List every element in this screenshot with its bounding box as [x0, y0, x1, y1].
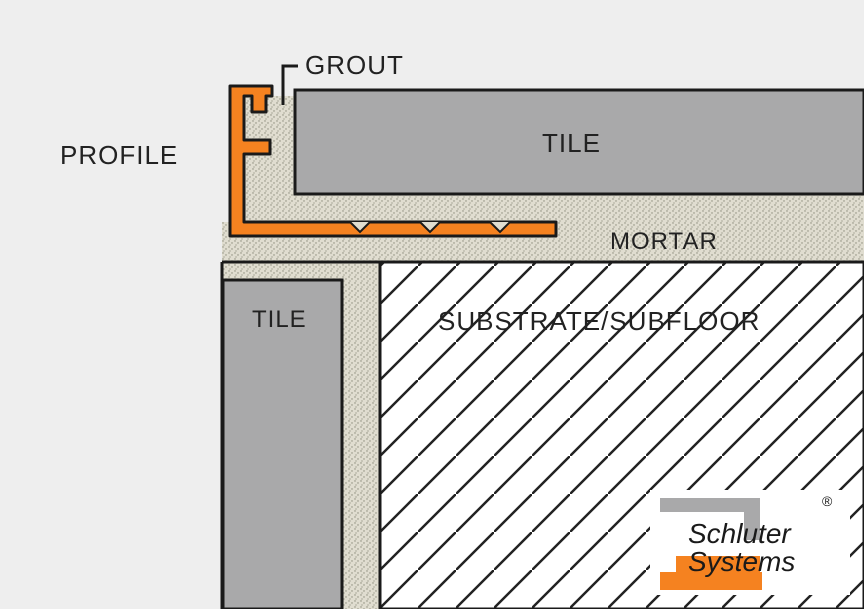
diagram-canvas: Schluter Systems ®: [0, 0, 864, 609]
label-grout: GROUT: [305, 50, 404, 81]
svg-text:®: ®: [822, 493, 833, 509]
svg-text:Schluter: Schluter: [688, 518, 792, 549]
label-tile-top: TILE: [542, 128, 601, 159]
label-profile: PROFILE: [60, 140, 178, 171]
svg-text:Systems: Systems: [688, 546, 795, 577]
label-substrate: SUBSTRATE/SUBFLOOR: [438, 306, 760, 337]
label-tile-side: TILE: [252, 306, 307, 334]
label-mortar: MORTAR: [610, 228, 718, 256]
